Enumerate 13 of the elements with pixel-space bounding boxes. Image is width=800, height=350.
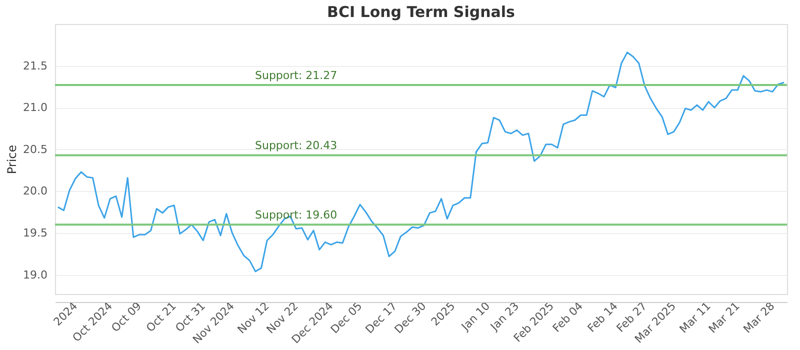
y-tick-label: 19.0 [23, 268, 48, 282]
ref-line-label: Support: 20.43 [255, 139, 338, 152]
ref-line-label: Support: 19.60 [255, 208, 338, 222]
y-tick-label: 21.0 [23, 101, 48, 114]
y-tick-label: 19.5 [23, 226, 48, 240]
x-tick-label: Mar 28 [740, 300, 778, 336]
y-tick-label: 20.5 [23, 142, 48, 156]
y-tick-label: 20.0 [23, 184, 48, 198]
chart-title: BCI Long Term Signals [327, 3, 516, 21]
y-axis-title: Price [5, 144, 20, 174]
ref-line-label: Support: 21.27 [255, 69, 338, 82]
y-tick-label: 21.5 [23, 59, 48, 72]
line-series [57, 52, 785, 272]
